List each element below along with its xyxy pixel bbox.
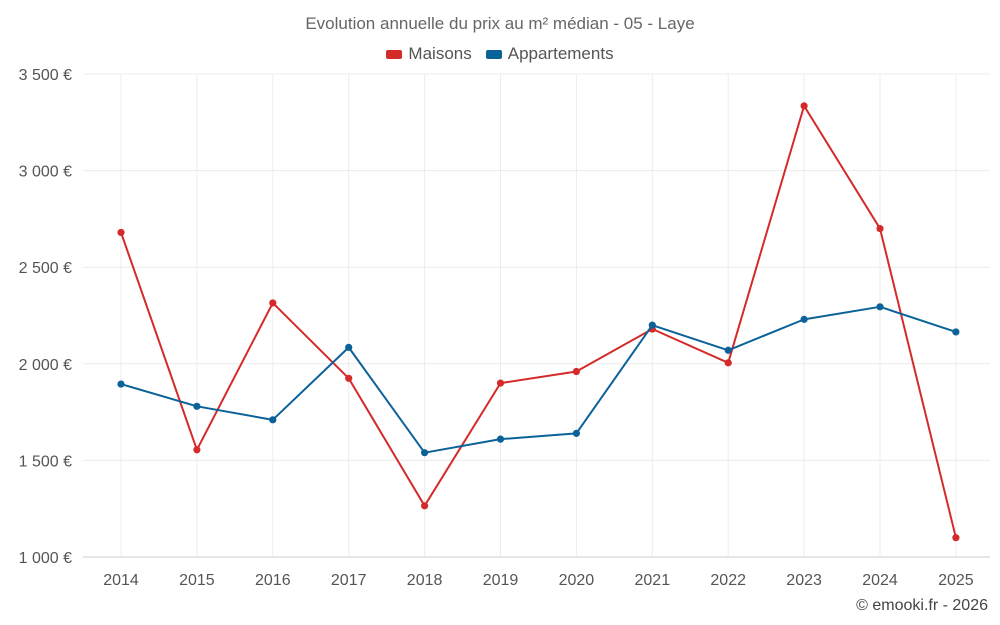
legend-swatch-appartements — [485, 49, 502, 59]
data-point-appartements — [952, 328, 960, 336]
x-tick-label: 2016 — [255, 572, 291, 589]
legend-label-appartements: Appartements — [507, 44, 614, 63]
legend-item-maisons[interactable]: Maisons — [386, 44, 472, 64]
data-point-appartements — [345, 343, 353, 351]
x-tick-label: 2015 — [179, 572, 215, 589]
data-point-appartements — [421, 449, 429, 457]
y-tick-label: 2 500 € — [19, 260, 72, 277]
x-tick-label: 2018 — [407, 572, 443, 589]
data-point-appartements — [648, 321, 656, 329]
x-tick-label: 2025 — [938, 572, 974, 589]
data-point-appartements — [117, 380, 125, 388]
x-tick-label: 2017 — [331, 572, 367, 589]
legend-item-appartements[interactable]: Appartements — [485, 44, 614, 64]
x-tick-label: 2023 — [786, 572, 822, 589]
legend-swatch-maisons — [386, 49, 403, 59]
data-point-maisons — [193, 446, 201, 454]
x-tick-label: 2022 — [710, 572, 746, 589]
data-point-appartements — [724, 346, 732, 354]
x-tick-label: 2020 — [559, 572, 595, 589]
data-point-appartements — [572, 429, 581, 437]
data-point-maisons — [876, 224, 884, 233]
data-point-maisons — [572, 367, 581, 376]
x-tick-label: 2014 — [103, 572, 139, 589]
chart-title: Evolution annuelle du prix au m² médian … — [305, 14, 695, 33]
copyright-text: © emooki.fr - 2026 — [856, 597, 988, 614]
data-point-appartements — [193, 402, 201, 410]
data-point-appartements — [800, 315, 808, 323]
x-tick-label: 2019 — [483, 572, 519, 589]
chart-legend: Maisons Appartements — [0, 44, 1000, 64]
data-point-appartements — [876, 303, 884, 311]
y-tick-label: 1 000 € — [19, 550, 72, 567]
y-tick-label: 2 000 € — [19, 357, 72, 374]
y-tick-label: 3 500 € — [19, 67, 72, 84]
data-point-maisons — [345, 374, 353, 382]
data-point-maisons — [496, 379, 505, 387]
x-tick-label: 2021 — [635, 572, 671, 589]
data-point-maisons — [117, 228, 125, 237]
y-tick-label: 3 000 € — [19, 164, 72, 181]
y-tick-label: 1 500 € — [19, 453, 72, 470]
data-point-appartements — [269, 416, 277, 424]
x-tick-label: 2024 — [862, 572, 898, 589]
data-point-maisons — [421, 502, 429, 510]
legend-label-maisons: Maisons — [408, 44, 472, 63]
data-point-maisons — [269, 299, 277, 307]
data-point-maisons — [952, 534, 960, 542]
series-line-appartements — [120, 305, 957, 454]
data-point-maisons — [800, 102, 808, 110]
data-point-maisons — [724, 359, 732, 367]
data-point-appartements — [496, 435, 505, 443]
series-line-maisons — [120, 104, 957, 538]
